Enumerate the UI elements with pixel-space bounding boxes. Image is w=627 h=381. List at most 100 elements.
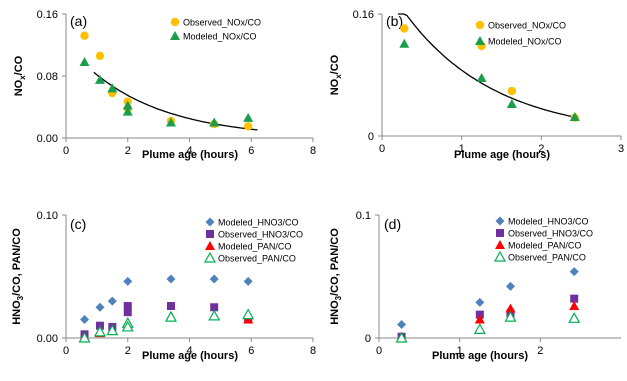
- data-point: [95, 302, 105, 312]
- legend-label: Modeled_HNO3/CO: [218, 218, 299, 228]
- data-point: [506, 98, 517, 108]
- data-point: [164, 310, 177, 322]
- x-tick-label: 4: [186, 145, 192, 157]
- x-axis-label: Plume age (hours): [432, 350, 528, 362]
- data-point: [399, 38, 410, 48]
- y-tick-label: 0.10: [37, 210, 58, 222]
- legend-marker: [496, 229, 504, 237]
- data-point: [123, 276, 133, 286]
- x-tick-label: 6: [248, 345, 254, 357]
- data-point: [106, 324, 119, 336]
- legend-label: Observed_HNO3/CO: [218, 230, 303, 240]
- data-point: [80, 31, 89, 40]
- y-tick-label: 0.00: [37, 333, 58, 345]
- data-point: [570, 294, 579, 303]
- data-point: [166, 302, 175, 311]
- y-axis-label: HNO3/CO, PAN/CO: [329, 228, 343, 325]
- series-2: [397, 294, 579, 341]
- data-point: [209, 117, 220, 127]
- x-tick-label: 0: [63, 145, 69, 157]
- data-point: [243, 122, 253, 131]
- x-axis-label: Plume age (hours): [454, 149, 550, 161]
- x-tick-label: 2: [125, 145, 131, 157]
- x-tick-label: 0: [379, 143, 385, 155]
- x-tick-label: 4: [186, 345, 192, 357]
- panel-label: (d): [384, 216, 401, 232]
- legend-label: Observed_HNO3/CO: [508, 229, 593, 239]
- legend-label: Observed_NOx/CO: [488, 21, 566, 31]
- y-tick-label: 0.16: [37, 9, 58, 21]
- x-tick-label: 0: [63, 345, 69, 357]
- data-point: [123, 308, 132, 317]
- data-point: [568, 312, 581, 323]
- data-point: [569, 111, 580, 121]
- data-point: [243, 276, 253, 286]
- chart-panel-4: 0 1 2 0 0.1 Plume age (hours) HNO3/CO, PAN/CO (…: [329, 210, 621, 362]
- y-tick-label: 0: [365, 333, 371, 345]
- data-point: [208, 309, 221, 321]
- legend-marker: [170, 17, 180, 27]
- y-tick-label: 0.1: [356, 210, 371, 222]
- x-axis-label: Plume age (hours): [142, 149, 238, 161]
- data-point: [80, 315, 90, 325]
- data-point: [210, 303, 219, 312]
- legend: Modeled_HNO3/CO Observed_HNO3/CO Modeled_P…: [203, 217, 303, 264]
- legend-marker: [493, 250, 507, 262]
- data-point: [504, 310, 517, 322]
- x-tick-label: 2: [537, 345, 543, 357]
- legend-marker: [495, 240, 505, 249]
- y-tick-label: 0.08: [37, 71, 58, 83]
- series-3: [396, 301, 580, 341]
- legend-label: Modeled_HNO3/CO: [508, 217, 589, 227]
- data-point: [400, 24, 409, 33]
- data-point: [78, 331, 91, 343]
- data-point: [476, 73, 487, 83]
- data-point: [95, 51, 105, 61]
- legend-label: Modeled_NOx/CO: [183, 32, 257, 42]
- legend: Modeled_HNO3/CO Observed_HNO3/CO Modeled_P…: [493, 216, 593, 263]
- legend-marker: [475, 36, 485, 45]
- data-point: [93, 325, 106, 337]
- legend-marker: [206, 230, 214, 238]
- data-point: [166, 274, 176, 284]
- legend: Observed_NOx/CO Modeled_NOx/CO: [475, 21, 566, 47]
- data-point: [397, 319, 407, 329]
- trendline: [397, 13, 578, 119]
- x-tick-label: 0: [376, 345, 382, 357]
- panel-label: (b): [386, 13, 403, 29]
- x-tick-label: 2: [125, 345, 131, 357]
- data-point: [122, 106, 133, 116]
- x-tick-label: 6: [248, 145, 254, 157]
- data-point: [569, 267, 579, 277]
- legend-label: Modeled_PAN/CO: [218, 242, 291, 252]
- panel-label: (a): [70, 13, 87, 29]
- legend-marker: [205, 217, 215, 227]
- data-point: [473, 323, 486, 334]
- legend-marker: [203, 251, 217, 263]
- x-tick-label: 8: [310, 345, 316, 357]
- y-axis-label: HNO3/CO, PAN/CO: [11, 228, 25, 325]
- x-tick-label: 1: [457, 345, 463, 357]
- series-2: [399, 38, 580, 121]
- data-point: [94, 74, 105, 84]
- legend-label: Modeled_PAN/CO: [508, 241, 581, 251]
- legend-label: Observed_PAN/CO: [508, 253, 586, 263]
- x-axis-label: Plume age (hours): [142, 350, 238, 362]
- legend-label: Observed_PAN/CO: [218, 254, 296, 264]
- data-point: [122, 100, 133, 110]
- legend-label: Observed_NOx/CO: [183, 18, 261, 28]
- legend-marker: [205, 241, 215, 250]
- y-tick-label: 0.16: [353, 9, 374, 21]
- data-point: [475, 297, 485, 307]
- data-point: [505, 303, 516, 313]
- data-point: [507, 86, 517, 96]
- data-point: [474, 314, 485, 324]
- panel-label: (c): [70, 216, 86, 232]
- chart-panel-3: 0 2 4 6 8 0.00 0.10 Plume age (hours) HNO3/CO, P…: [11, 210, 316, 362]
- data-point: [395, 331, 408, 343]
- y-tick-label: 0: [368, 131, 374, 143]
- data-point: [121, 320, 134, 332]
- trendline: [93, 71, 258, 131]
- data-point: [123, 302, 132, 311]
